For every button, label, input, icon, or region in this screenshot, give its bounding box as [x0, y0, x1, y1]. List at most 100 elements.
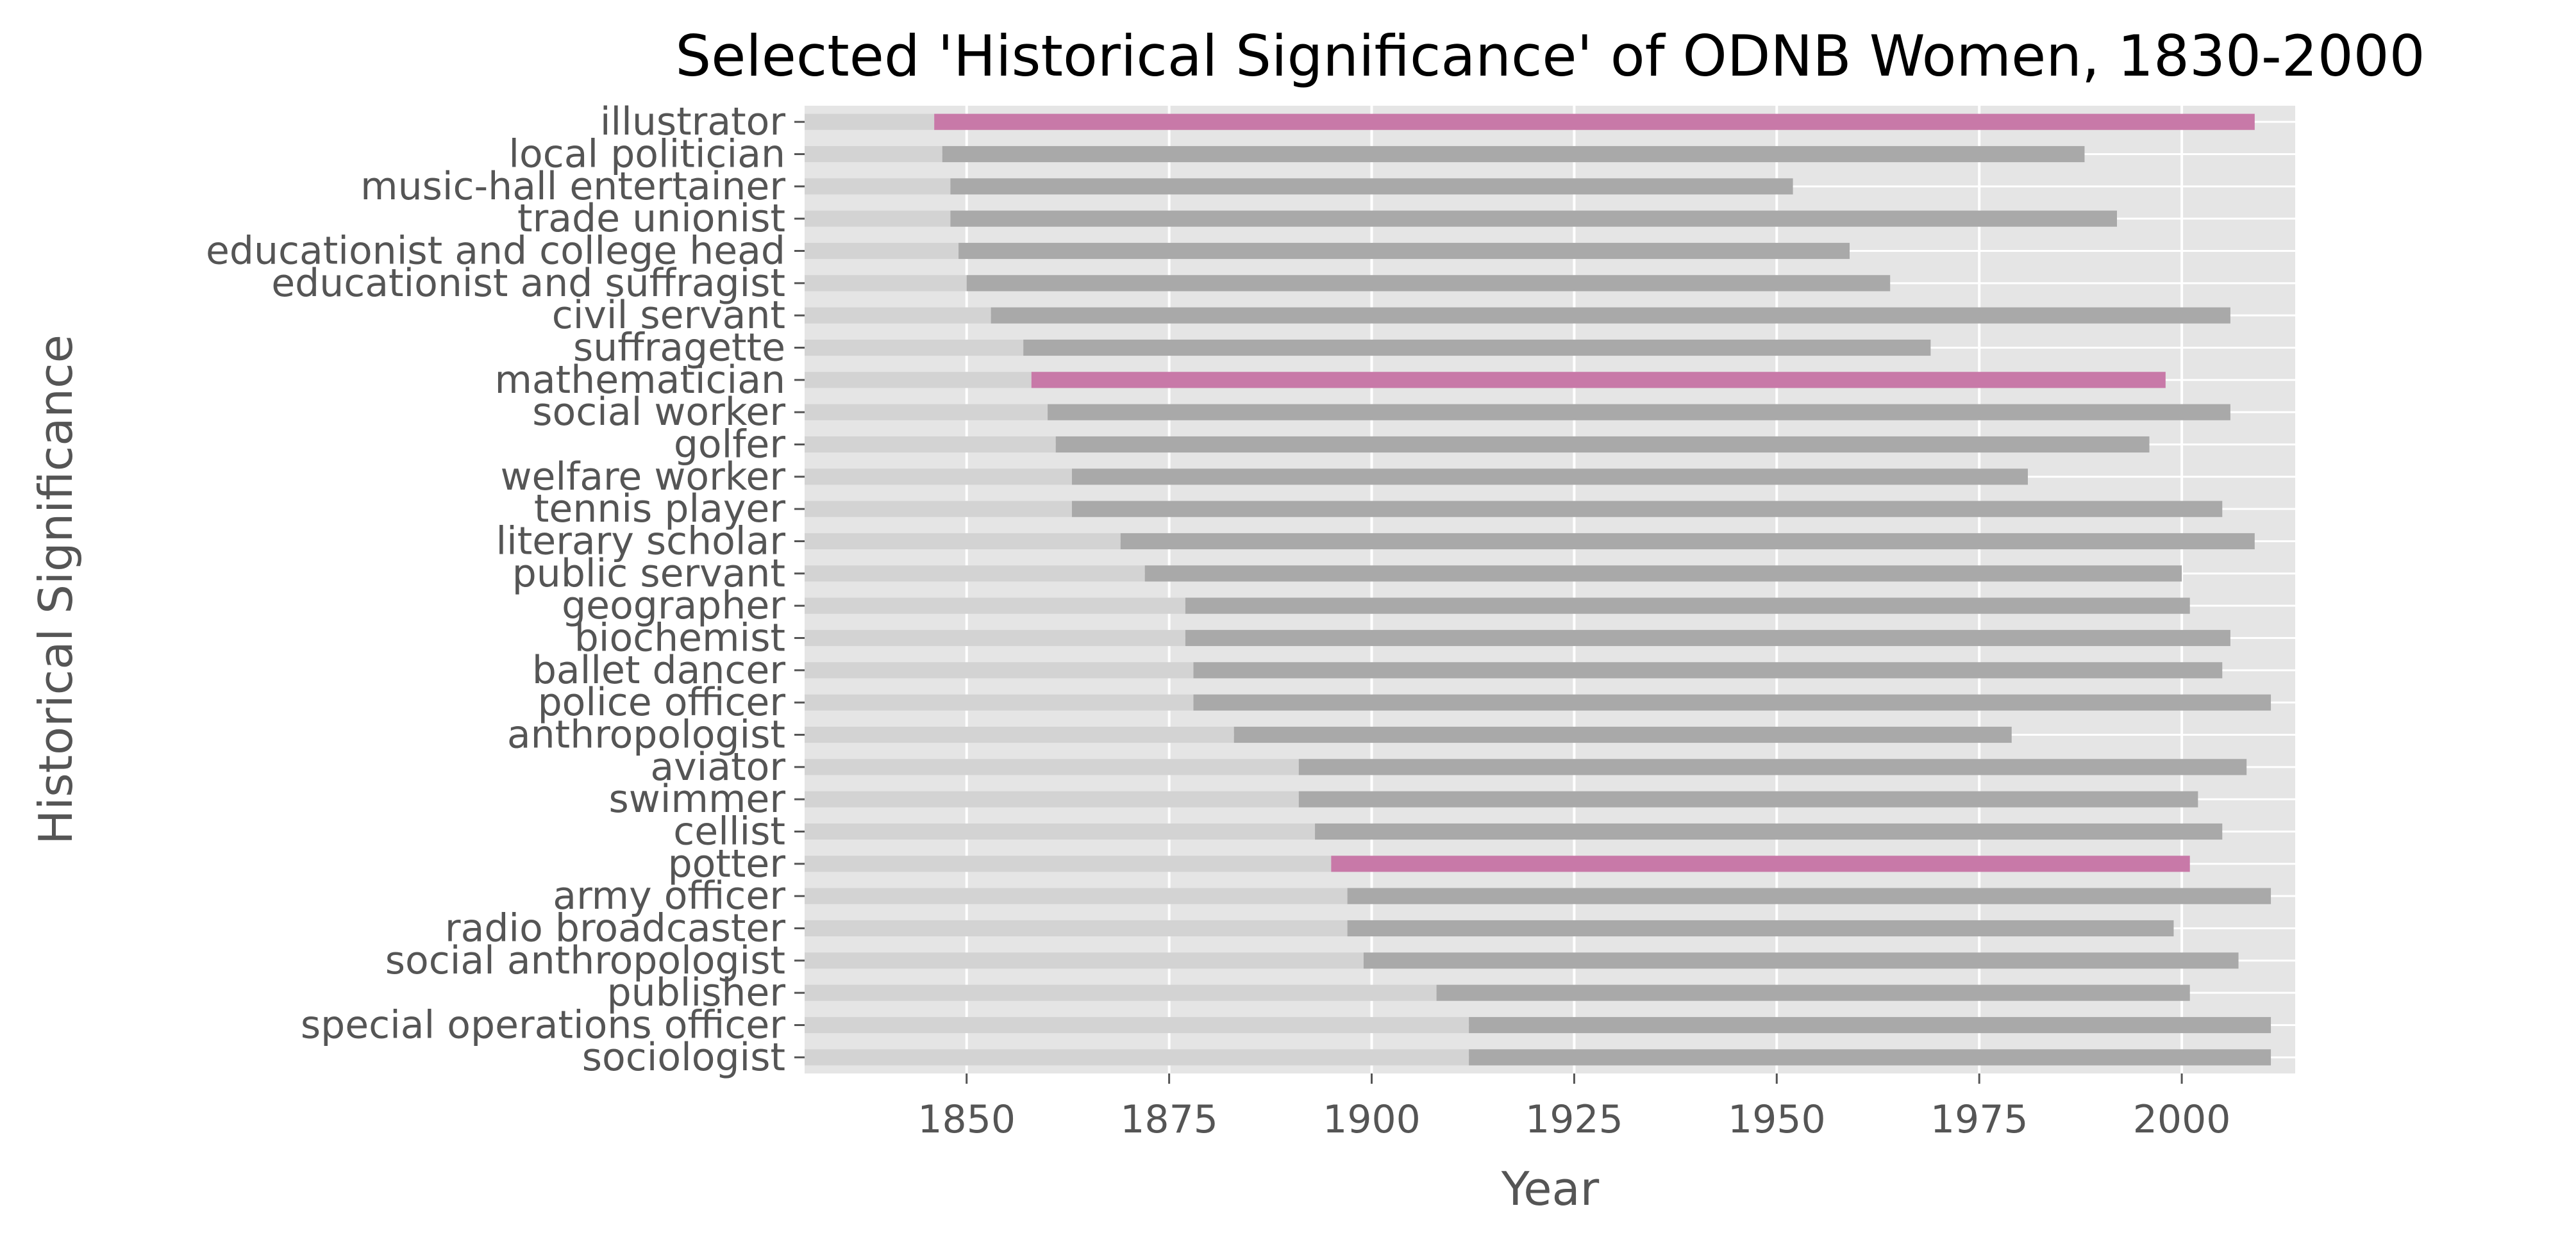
y-tick-label: army officer [553, 874, 785, 918]
base-bar [805, 952, 1364, 969]
base-bar [805, 145, 942, 163]
y-tick-label: radio broadcaster [445, 906, 785, 951]
y-tick-label: geographer [562, 583, 785, 628]
range-bar [1436, 984, 2190, 1001]
base-bar [805, 275, 967, 292]
base-bar [805, 597, 1185, 614]
y-tick-label: suffragette [573, 326, 785, 370]
base-bar [805, 436, 1056, 453]
base-bar [805, 372, 1032, 388]
y-tick-label: mathematician [494, 358, 785, 402]
y-tick-label: social worker [532, 390, 785, 435]
range-bar [1193, 694, 2271, 711]
x-tick-labels: 1850 1875 1900 1925 1950 1975 2000 [917, 1073, 2230, 1142]
base-bar [805, 307, 991, 324]
y-tick-label: ballet dancer [532, 648, 785, 693]
y-tick-label: trade unionist [517, 196, 785, 241]
base-bar [805, 694, 1194, 711]
range-bar [991, 307, 2230, 324]
base-bar [805, 920, 1348, 937]
range-bar [1193, 662, 2223, 679]
x-tick-label: 1900 [1323, 1097, 1421, 1142]
base-bar [805, 339, 1024, 356]
range-bar [958, 242, 1850, 260]
y-tick-label: biochemist [574, 616, 785, 661]
range-bar [1347, 920, 2174, 937]
x-tick-label: 1850 [917, 1097, 1016, 1142]
range-bar [1048, 404, 2230, 420]
range-bar [966, 275, 1891, 292]
y-tick-label: public servant [512, 551, 785, 596]
base-bar [805, 823, 1316, 840]
base-bar [805, 404, 1048, 420]
highlight-range-bar [1331, 856, 2190, 872]
chart-title: Selected 'Historical Significance' of OD… [675, 23, 2425, 89]
x-axis-title: Year [1501, 1162, 1600, 1216]
range-bar [1298, 791, 2198, 808]
y-tick-label: cellist [673, 809, 785, 854]
base-bar [805, 242, 959, 260]
base-bar [805, 113, 935, 130]
y-tick-label: anthropologist [507, 713, 785, 758]
y-tick-label: civil servant [552, 293, 785, 338]
base-bar [805, 178, 951, 195]
base-bar [805, 468, 1072, 485]
bars [805, 113, 2271, 1066]
y-tick-label: aviator [650, 745, 785, 790]
y-tick-label: sociologist [582, 1035, 785, 1080]
base-bar [805, 629, 1185, 647]
base-bar [805, 1016, 1469, 1034]
x-tick-label: 1975 [1930, 1097, 2028, 1142]
base-bar [805, 984, 1437, 1001]
y-tick-label: tennis player [534, 486, 785, 531]
range-bar [1120, 533, 2255, 550]
range-bar [942, 145, 2085, 163]
base-bar [805, 210, 951, 227]
base-bar [805, 888, 1348, 904]
base-bar [805, 726, 1234, 743]
range-bar [1071, 501, 2223, 517]
range-bar [1185, 629, 2230, 647]
range-bar [1363, 952, 2239, 969]
base-bar [805, 662, 1194, 679]
y-tick-label: social anthropologist [385, 938, 785, 983]
base-bar [805, 565, 1145, 582]
range-bar [1469, 1049, 2271, 1066]
highlight-range-bar [1031, 372, 2166, 388]
x-tick-label: 1875 [1120, 1097, 1218, 1142]
x-tick-label: 1950 [1728, 1097, 1826, 1142]
y-tick-label: music-hall entertainer [360, 164, 785, 209]
range-bar [950, 178, 1793, 195]
highlight-range-bar [934, 113, 2255, 130]
y-tick-label: potter [668, 841, 786, 886]
range-bar [1144, 565, 2182, 582]
y-tick-label: educationist and suffragist [271, 261, 785, 306]
base-bar [805, 791, 1299, 808]
range-bar [1469, 1016, 2271, 1034]
range-bar [1071, 468, 2028, 485]
y-tick-label: local politician [508, 132, 785, 177]
range-bar [1055, 436, 2150, 453]
range-bar [1298, 759, 2247, 775]
range-bar [1347, 888, 2271, 904]
base-bar [805, 1049, 1469, 1066]
range-bar [1315, 823, 2223, 840]
y-tick-label: welfare worker [500, 454, 785, 499]
y-tick-label: literary scholar [496, 519, 785, 564]
y-tick-label: illustrator [600, 99, 785, 144]
y-tick-label: golfer [674, 422, 786, 467]
y-tick-label: special operations officer [301, 1003, 785, 1048]
base-bar [805, 501, 1072, 517]
base-bar [805, 759, 1299, 775]
y-tick-label: educationist and college head [206, 229, 785, 274]
x-tick-label: 2000 [2133, 1097, 2231, 1142]
y-tick-label: publisher [607, 970, 786, 1015]
range-bar [1023, 339, 1931, 356]
base-bar [805, 856, 1332, 872]
plot-background [805, 106, 2295, 1073]
base-bar [805, 533, 1121, 550]
y-tick-label: police officer [538, 680, 786, 725]
range-bar [1234, 726, 2012, 743]
